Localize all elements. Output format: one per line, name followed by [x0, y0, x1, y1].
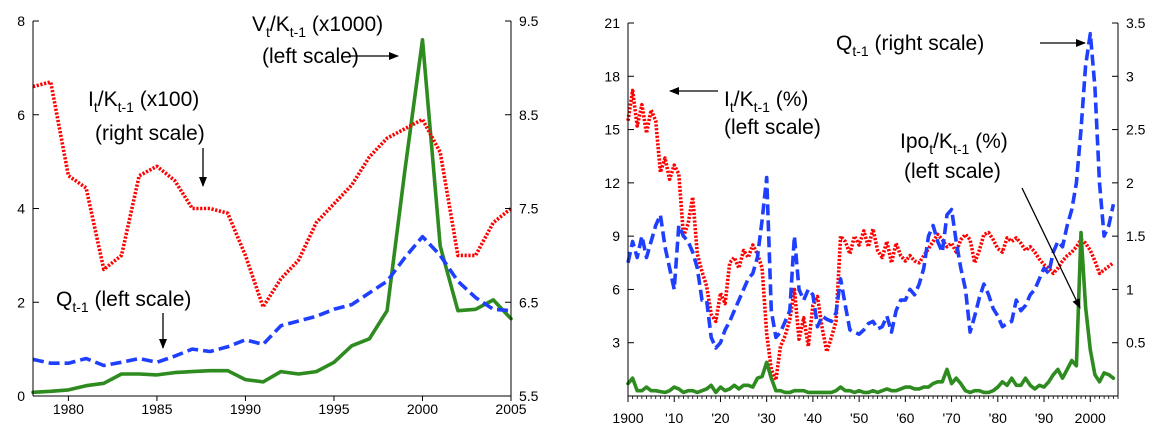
right-y-left-tick-label: 12	[604, 175, 620, 191]
right-y-left-tick-label: 21	[604, 15, 620, 31]
right-y-right-tick-label: 0.5	[1126, 335, 1146, 351]
right-chart: 3 6 9 12 15 18 21 0.5 1 1.5 2 2.5 3 3.5 1900 '10 '20 '30 '…	[604, 15, 1145, 426]
left-x-tick-label: 1995	[318, 401, 349, 417]
right-x-tick-label: '60	[896, 410, 914, 426]
left-ik-annotation: It/Kt-1 (x100)	[88, 88, 199, 115]
right-y-right-tick-label: 2	[1126, 175, 1134, 191]
right-x-tick-label: '90	[1035, 410, 1053, 426]
left-x-tick-label: 2005	[495, 401, 526, 417]
right-y-left-tick-label: 9	[612, 228, 620, 244]
right-x-tick-label: 2000	[1075, 410, 1106, 426]
left-y-left-tick-label: 8	[17, 13, 25, 29]
right-y-right-tick-label: 1.5	[1126, 228, 1146, 244]
left-plot-series	[31, 37, 513, 395]
right-axes: 3 6 9 12 15 18 21 0.5 1 1.5 2 2.5 3 3.5 1900 '10 '20 '30 '…	[604, 15, 1145, 426]
right-ipo-annotation-scale: (left scale)	[904, 160, 1001, 183]
right-plot-series	[626, 31, 1116, 395]
right-ik-annotation-scale: (left scale)	[724, 116, 821, 139]
right-x-tick-label: '70	[942, 410, 960, 426]
right-series-ipo	[626, 230, 1116, 395]
left-y-right-tick-label: 6.5	[519, 294, 539, 310]
left-y-left-tick-label: 2	[17, 294, 25, 310]
right-series-q	[626, 31, 1116, 350]
right-y-right-tick-label: 2.5	[1126, 122, 1146, 138]
left-x-tick-label: 2000	[407, 401, 438, 417]
left-x-tick-label: 1990	[230, 401, 261, 417]
left-y-left-tick-label: 0	[17, 388, 25, 404]
left-y-right-tick-label: 8.5	[519, 107, 539, 123]
right-y-left-tick-label: 3	[612, 335, 620, 351]
left-vk-annotation-scale: (left scale)	[262, 45, 359, 68]
right-y-right-tick-label: 3.5	[1126, 15, 1146, 31]
right-y-left-tick-label: 15	[604, 122, 620, 138]
right-x-tick-label: '20	[711, 410, 729, 426]
right-x-tick-label: '80	[989, 410, 1007, 426]
left-y-left-tick-label: 6	[17, 107, 25, 123]
right-q-annotation: Qt-1 (right scale)	[836, 32, 984, 59]
left-series-q	[32, 234, 512, 368]
left-y-right-tick-label: 9.5	[519, 13, 539, 29]
left-y-right-tick-label: 5.5	[519, 388, 539, 404]
right-x-tick-label: '40	[804, 410, 822, 426]
left-axes: 0 2 4 6 8 5.5 6.5 7.5 8.5 9.5 1980 1985 1990 1995 2000…	[17, 13, 538, 417]
right-x-tick-label: '10	[665, 410, 683, 426]
left-x-tick-label: 1980	[53, 401, 84, 417]
right-ipo-arrow	[1021, 187, 1081, 309]
left-x-tick-label: 1985	[141, 401, 172, 417]
left-ik-annotation-scale: (right scale)	[95, 122, 205, 145]
right-x-tick-label: 1900	[612, 410, 643, 426]
right-x-tick-label: '50	[850, 410, 868, 426]
left-y-right-tick-label: 7.5	[519, 201, 539, 217]
right-y-right-tick-label: 3	[1126, 68, 1134, 84]
right-x-tick-label: '30	[758, 410, 776, 426]
left-q-annotation: Qt-1 (left scale)	[56, 288, 191, 315]
left-chart: 0 2 4 6 8 5.5 6.5 7.5 8.5 9.5 1980 1985 1990 1995 2000…	[17, 13, 538, 417]
right-ik-annotation: It/Kt-1 (%)	[724, 88, 808, 115]
right-y-left-tick-label: 6	[612, 281, 620, 297]
right-y-right-tick-label: 1	[1126, 281, 1134, 297]
right-ipo-annotation: Ipot/Kt-1 (%)	[900, 130, 1008, 157]
right-series-ik	[626, 88, 1115, 382]
left-series-ik	[32, 80, 513, 309]
left-vk-annotation: Vt/Kt-1 (x1000)	[252, 13, 383, 40]
right-y-left-tick-label: 18	[604, 68, 620, 84]
left-y-left-tick-label: 4	[17, 201, 25, 217]
left-series-vk	[31, 37, 513, 395]
